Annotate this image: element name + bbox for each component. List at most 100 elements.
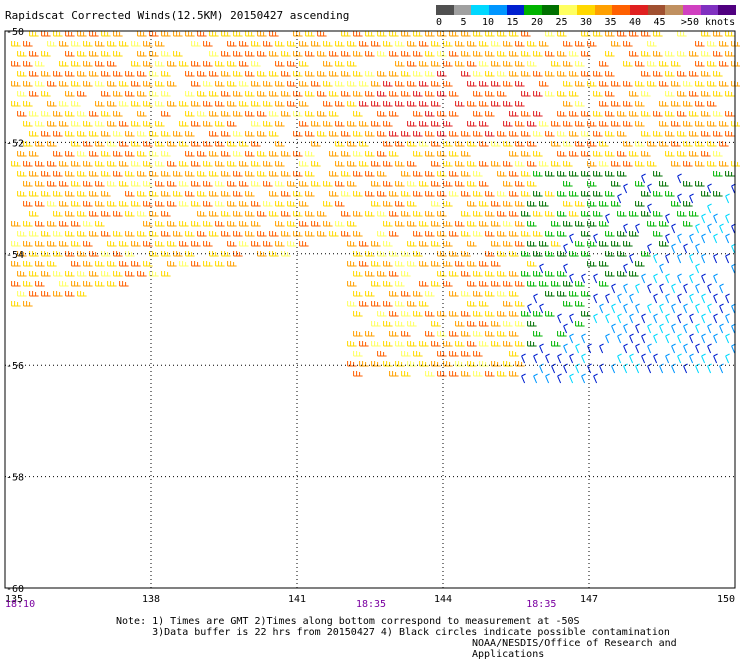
wind-barb <box>275 101 285 107</box>
wind-barb <box>143 181 153 187</box>
wind-barb <box>677 253 682 264</box>
wind-barb <box>191 221 201 227</box>
legend-label: 30 <box>579 17 593 28</box>
wind-barb <box>467 221 477 227</box>
wind-barb <box>401 71 411 77</box>
wind-barb <box>527 121 537 127</box>
wind-barb <box>161 31 171 37</box>
wind-barb <box>617 313 622 324</box>
wind-barb <box>101 111 111 117</box>
wind-barb <box>59 161 69 167</box>
wind-barb <box>305 191 315 197</box>
wind-barb <box>317 131 327 137</box>
wind-barb <box>617 193 622 204</box>
wind-barb <box>407 221 417 227</box>
wind-barb <box>227 41 237 47</box>
wind-barb <box>209 91 219 97</box>
wind-barb <box>707 161 717 167</box>
wind-barb <box>407 161 417 167</box>
wind-barb <box>95 81 105 87</box>
wind-barb <box>569 273 574 284</box>
wind-barb <box>407 361 417 367</box>
wind-barb <box>107 241 117 247</box>
wind-barb <box>677 151 687 157</box>
wind-barb <box>461 51 471 57</box>
wind-barb <box>383 81 393 87</box>
wind-barb <box>107 121 117 127</box>
wind-barb <box>353 191 363 197</box>
wind-barb <box>575 101 585 107</box>
wind-barb <box>389 111 399 117</box>
wind-barb <box>233 231 243 237</box>
wind-barb <box>167 181 177 187</box>
wind-barb <box>383 301 393 307</box>
wind-barb <box>335 201 345 207</box>
wind-barb <box>539 41 549 47</box>
legend-label: 0 <box>435 17 443 28</box>
wind-barb <box>677 91 687 97</box>
wind-barb <box>77 191 87 197</box>
wind-barb <box>647 303 652 314</box>
wind-barb <box>167 61 177 67</box>
wind-barb <box>731 41 740 47</box>
wind-barb <box>161 231 171 237</box>
wind-barb <box>197 151 207 157</box>
wind-barb <box>203 221 213 227</box>
wind-barb <box>401 331 411 337</box>
wind-barb <box>419 221 429 227</box>
wind-barb <box>557 291 567 297</box>
wind-barb <box>83 141 93 147</box>
wind-barb <box>461 371 471 377</box>
wind-barb <box>443 361 453 367</box>
wind-barb <box>389 371 399 377</box>
wind-barb <box>137 211 147 217</box>
map-title: Rapidscat Corrected Winds(12.5KM) 201504… <box>5 9 350 22</box>
wind-barb <box>179 201 189 207</box>
wind-barb <box>383 161 393 167</box>
wind-barb <box>119 201 129 207</box>
wind-barb <box>227 141 237 147</box>
wind-barb <box>545 171 555 177</box>
wind-barb <box>35 61 45 67</box>
wind-barb <box>623 241 633 247</box>
wind-barb <box>113 91 123 97</box>
wind-barb <box>713 111 723 117</box>
wind-barb <box>335 101 345 107</box>
wind-barb <box>683 243 688 254</box>
wind-barb <box>539 241 549 247</box>
wind-barb <box>215 141 225 147</box>
wind-barb <box>95 181 105 187</box>
wind-barb <box>617 271 627 277</box>
wind-barb <box>107 201 117 207</box>
wind-barb <box>47 241 57 247</box>
wind-barb <box>491 81 501 87</box>
wind-barb <box>725 31 735 37</box>
wind-barb <box>425 31 435 37</box>
wind-barb <box>701 91 711 97</box>
wind-barb <box>59 121 69 127</box>
wind-barb <box>65 291 75 297</box>
wind-barb <box>257 151 267 157</box>
wind-barb <box>341 151 351 157</box>
wind-barb <box>635 303 640 314</box>
wind-barb <box>623 101 633 107</box>
wind-barb <box>269 91 279 97</box>
wind-barb <box>719 141 729 147</box>
wind-barb <box>587 141 597 147</box>
wind-barb <box>197 211 207 217</box>
wind-barb <box>575 141 585 147</box>
wind-barb <box>257 71 267 77</box>
wind-barb <box>539 303 544 314</box>
wind-barb <box>605 313 610 324</box>
wind-barb <box>221 211 231 217</box>
wind-barb <box>401 51 411 57</box>
wind-barb <box>299 201 309 207</box>
wind-barb <box>479 301 489 307</box>
wind-barb <box>251 121 261 127</box>
wind-barb <box>629 313 634 324</box>
wind-barb <box>635 261 645 267</box>
wind-barb <box>329 51 339 57</box>
wind-barb <box>221 131 231 137</box>
wind-barb <box>185 71 195 77</box>
wind-barb <box>629 51 639 57</box>
